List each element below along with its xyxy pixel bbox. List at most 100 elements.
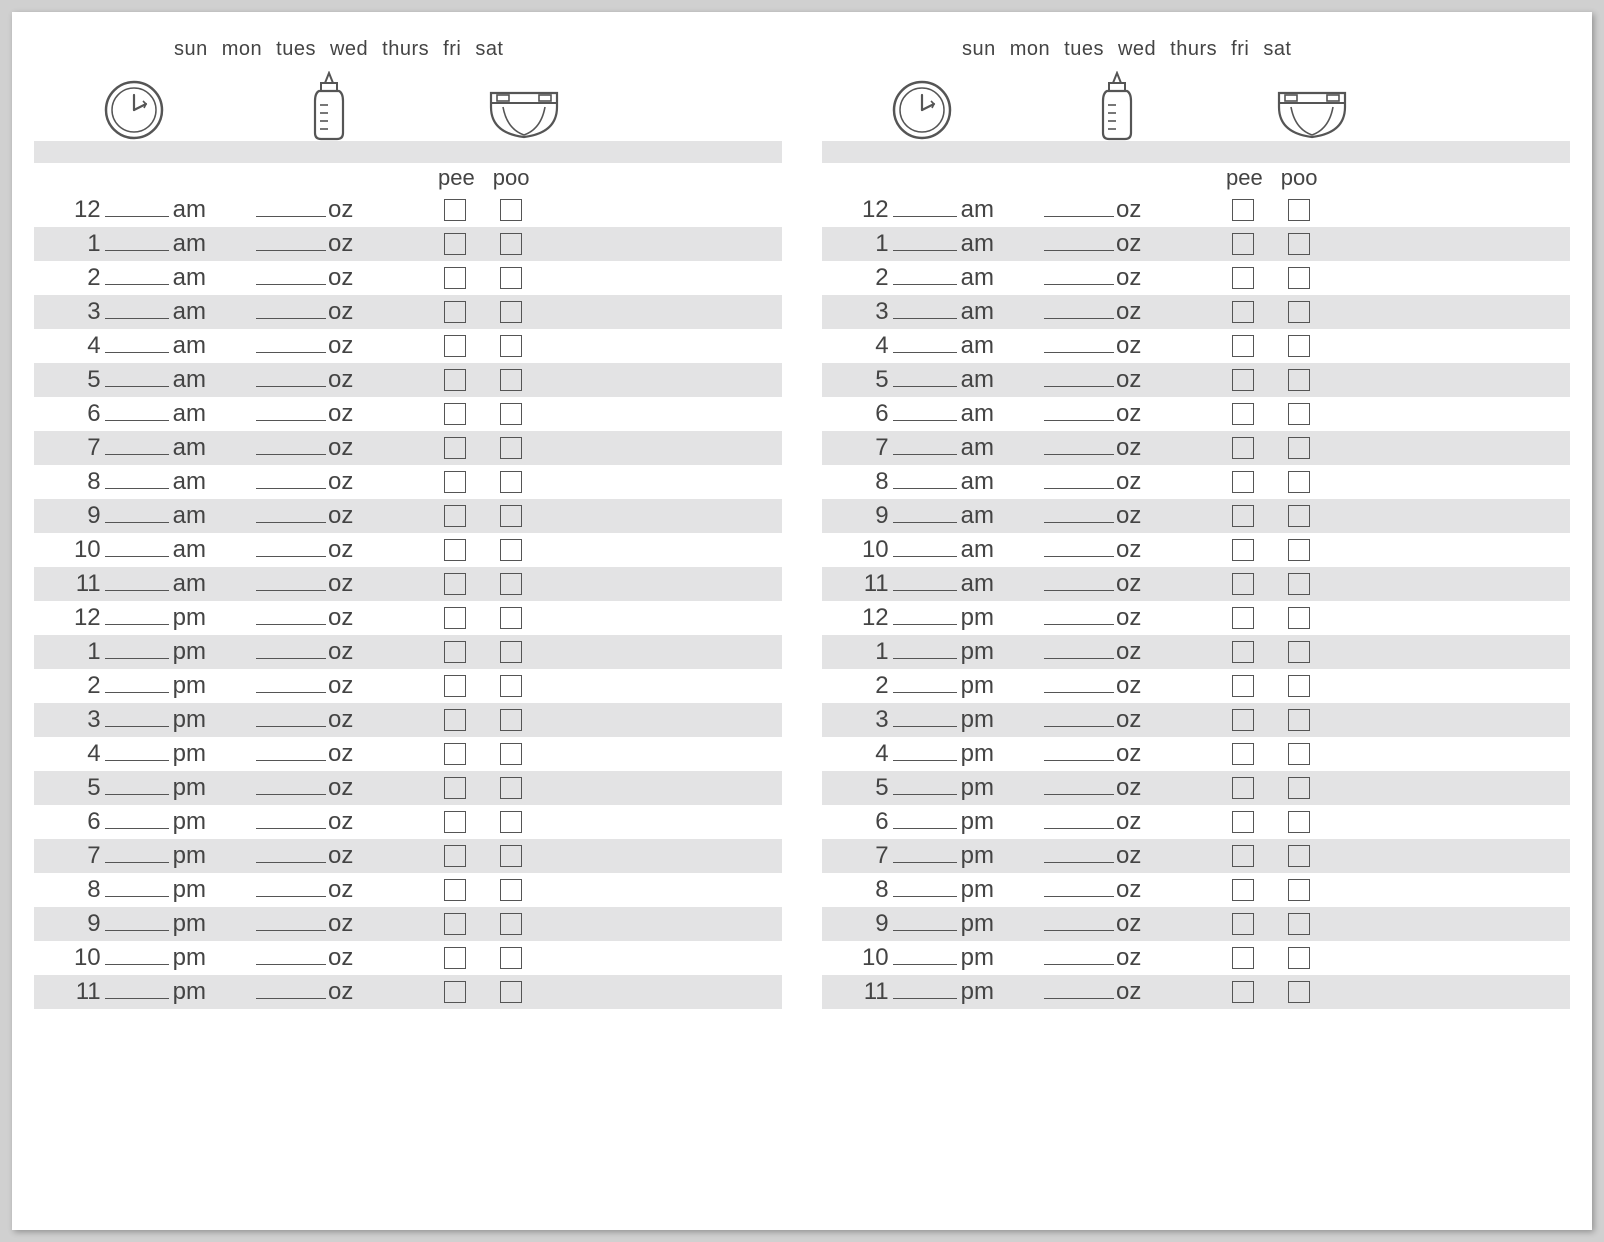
oz-blank[interactable] — [1044, 541, 1114, 557]
time-blank[interactable] — [105, 439, 169, 455]
pee-checkbox[interactable] — [1232, 471, 1254, 493]
poo-checkbox[interactable] — [500, 573, 522, 595]
time-blank[interactable] — [893, 541, 957, 557]
time-blank[interactable] — [893, 677, 957, 693]
pee-checkbox[interactable] — [444, 607, 466, 629]
poo-checkbox[interactable] — [500, 539, 522, 561]
poo-checkbox[interactable] — [1288, 539, 1310, 561]
poo-checkbox[interactable] — [1288, 879, 1310, 901]
oz-blank[interactable] — [1044, 337, 1114, 353]
time-blank[interactable] — [893, 235, 957, 251]
pee-checkbox[interactable] — [444, 981, 466, 1003]
pee-checkbox[interactable] — [1232, 777, 1254, 799]
poo-checkbox[interactable] — [1288, 709, 1310, 731]
pee-checkbox[interactable] — [444, 573, 466, 595]
oz-blank[interactable] — [256, 779, 326, 795]
time-blank[interactable] — [105, 677, 169, 693]
time-blank[interactable] — [893, 881, 957, 897]
time-blank[interactable] — [893, 201, 957, 217]
poo-checkbox[interactable] — [500, 811, 522, 833]
pee-checkbox[interactable] — [1232, 709, 1254, 731]
time-blank[interactable] — [105, 575, 169, 591]
oz-blank[interactable] — [1044, 201, 1114, 217]
poo-checkbox[interactable] — [1288, 913, 1310, 935]
pee-checkbox[interactable] — [444, 777, 466, 799]
time-blank[interactable] — [893, 371, 957, 387]
poo-checkbox[interactable] — [1288, 743, 1310, 765]
time-blank[interactable] — [893, 983, 957, 999]
pee-checkbox[interactable] — [444, 743, 466, 765]
pee-checkbox[interactable] — [1232, 607, 1254, 629]
time-blank[interactable] — [105, 269, 169, 285]
time-blank[interactable] — [105, 643, 169, 659]
time-blank[interactable] — [105, 201, 169, 217]
pee-checkbox[interactable] — [444, 267, 466, 289]
pee-checkbox[interactable] — [444, 301, 466, 323]
poo-checkbox[interactable] — [1288, 369, 1310, 391]
time-blank[interactable] — [893, 949, 957, 965]
oz-blank[interactable] — [256, 677, 326, 693]
poo-checkbox[interactable] — [500, 233, 522, 255]
time-blank[interactable] — [893, 473, 957, 489]
poo-checkbox[interactable] — [1288, 437, 1310, 459]
time-blank[interactable] — [105, 881, 169, 897]
pee-checkbox[interactable] — [444, 539, 466, 561]
oz-blank[interactable] — [256, 269, 326, 285]
time-blank[interactable] — [105, 745, 169, 761]
pee-checkbox[interactable] — [1232, 301, 1254, 323]
poo-checkbox[interactable] — [500, 267, 522, 289]
pee-checkbox[interactable] — [1232, 641, 1254, 663]
time-blank[interactable] — [105, 949, 169, 965]
pee-checkbox[interactable] — [444, 879, 466, 901]
poo-checkbox[interactable] — [500, 369, 522, 391]
time-blank[interactable] — [893, 575, 957, 591]
time-blank[interactable] — [105, 609, 169, 625]
pee-checkbox[interactable] — [1232, 369, 1254, 391]
oz-blank[interactable] — [256, 439, 326, 455]
pee-checkbox[interactable] — [1232, 811, 1254, 833]
pee-checkbox[interactable] — [444, 947, 466, 969]
poo-checkbox[interactable] — [1288, 335, 1310, 357]
time-blank[interactable] — [105, 779, 169, 795]
time-blank[interactable] — [893, 337, 957, 353]
poo-checkbox[interactable] — [500, 471, 522, 493]
oz-blank[interactable] — [256, 405, 326, 421]
poo-checkbox[interactable] — [1288, 505, 1310, 527]
oz-blank[interactable] — [256, 711, 326, 727]
oz-blank[interactable] — [1044, 609, 1114, 625]
poo-checkbox[interactable] — [500, 403, 522, 425]
pee-checkbox[interactable] — [444, 199, 466, 221]
time-blank[interactable] — [105, 337, 169, 353]
oz-blank[interactable] — [256, 847, 326, 863]
pee-checkbox[interactable] — [1232, 675, 1254, 697]
poo-checkbox[interactable] — [500, 879, 522, 901]
poo-checkbox[interactable] — [1288, 981, 1310, 1003]
poo-checkbox[interactable] — [500, 777, 522, 799]
pee-checkbox[interactable] — [1232, 505, 1254, 527]
poo-checkbox[interactable] — [500, 437, 522, 459]
pee-checkbox[interactable] — [444, 335, 466, 357]
pee-checkbox[interactable] — [1232, 539, 1254, 561]
oz-blank[interactable] — [1044, 677, 1114, 693]
pee-checkbox[interactable] — [1232, 981, 1254, 1003]
poo-checkbox[interactable] — [1288, 573, 1310, 595]
oz-blank[interactable] — [256, 507, 326, 523]
oz-blank[interactable] — [256, 813, 326, 829]
pee-checkbox[interactable] — [1232, 743, 1254, 765]
oz-blank[interactable] — [1044, 235, 1114, 251]
oz-blank[interactable] — [1044, 371, 1114, 387]
poo-checkbox[interactable] — [500, 335, 522, 357]
time-blank[interactable] — [893, 915, 957, 931]
time-blank[interactable] — [893, 847, 957, 863]
oz-blank[interactable] — [256, 745, 326, 761]
time-blank[interactable] — [893, 269, 957, 285]
pee-checkbox[interactable] — [1232, 947, 1254, 969]
oz-blank[interactable] — [1044, 303, 1114, 319]
poo-checkbox[interactable] — [500, 301, 522, 323]
time-blank[interactable] — [893, 439, 957, 455]
oz-blank[interactable] — [256, 983, 326, 999]
pee-checkbox[interactable] — [444, 709, 466, 731]
oz-blank[interactable] — [256, 371, 326, 387]
poo-checkbox[interactable] — [500, 641, 522, 663]
time-blank[interactable] — [105, 473, 169, 489]
